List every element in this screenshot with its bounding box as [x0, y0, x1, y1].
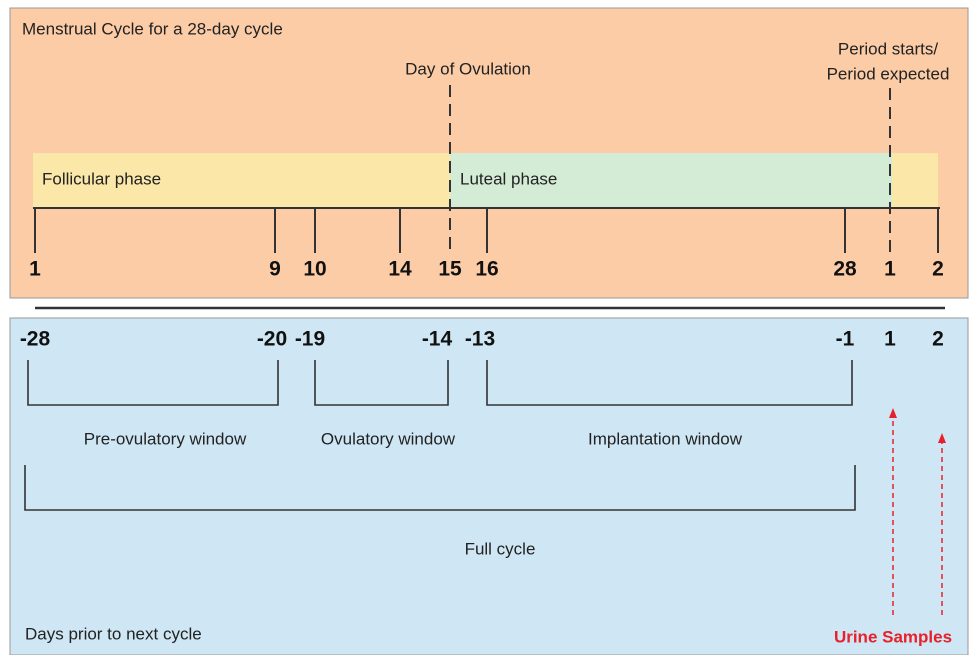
day-label: 1	[29, 258, 41, 281]
day-label: -13	[465, 328, 495, 351]
day-label: 2	[932, 328, 944, 351]
day-label: -19	[295, 328, 325, 351]
bracket	[27, 360, 279, 406]
luteal-bar	[450, 153, 892, 208]
period-label: Period starts/	[838, 39, 938, 58]
day-label: 1	[884, 258, 896, 281]
day-label: -28	[20, 328, 51, 351]
title: Menstrual Cycle for a 28-day cycle	[22, 19, 283, 38]
sample-arrows	[892, 415, 943, 615]
phase-label: Follicular phase	[42, 169, 161, 188]
window-label: Pre-ovulatory window	[84, 429, 247, 448]
window-label: Full cycle	[465, 539, 536, 558]
day-label: -14	[422, 328, 453, 351]
day-label: -20	[257, 328, 287, 351]
day-label: 1	[884, 328, 896, 351]
samples-label: Urine Samples	[834, 627, 952, 646]
day-label: 2	[932, 258, 944, 281]
day-label: 10	[303, 258, 326, 281]
window-label: Implantation window	[588, 429, 743, 448]
window-label: Ovulatory window	[321, 429, 456, 448]
bottom-panel	[9, 317, 969, 655]
day-label: 15	[438, 258, 462, 281]
day-label: 14	[388, 258, 412, 281]
day-label: -1	[836, 328, 855, 351]
period-label: Period expected	[827, 64, 950, 83]
follicular-bar	[33, 153, 450, 208]
ovulation-label: Day of Ovulation	[405, 59, 531, 78]
footer: Days prior to next cycle	[25, 624, 202, 643]
day-label: 28	[833, 258, 857, 281]
day-label: 9	[269, 258, 281, 281]
bracket	[486, 360, 853, 406]
phase-label: Luteal phase	[460, 169, 557, 188]
day-label: 16	[475, 258, 498, 281]
bracket	[314, 360, 449, 406]
arrow-head	[889, 408, 946, 443]
bracket	[24, 465, 856, 511]
next-bar	[892, 153, 938, 208]
